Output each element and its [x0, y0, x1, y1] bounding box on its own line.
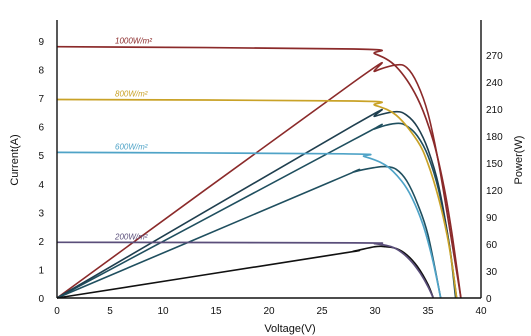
y-right-tick-label: 210 — [486, 105, 503, 116]
y-left-tick-label: 0 — [38, 294, 44, 305]
power-curve — [56, 61, 462, 299]
y-right-tick-label: 270 — [486, 51, 503, 62]
x-tick-label: 30 — [369, 306, 381, 317]
y-axis-right-title: Power(W) — [513, 136, 525, 185]
current-curve — [56, 241, 435, 299]
x-tick-label: 20 — [263, 306, 275, 317]
power-curve — [56, 108, 458, 299]
y-left-tick-label: 3 — [38, 208, 44, 219]
y-left-tick-label: 2 — [38, 237, 44, 248]
y-right-tick-label: 0 — [486, 294, 492, 305]
y-right-tick-label: 120 — [486, 186, 503, 197]
y-right-tick-label: 90 — [486, 213, 498, 224]
x-tick-label: 25 — [316, 306, 328, 317]
y-left-tick-label: 1 — [38, 265, 44, 276]
y-axis-left-title: Current(A) — [9, 134, 21, 185]
irradiance-label: 600W/m² — [115, 142, 148, 151]
power-curve — [56, 245, 435, 299]
labels-layer: 1000W/m² 800W/m² 600W/m² 200W/m² — [114, 37, 152, 242]
y-right-tick-label: 150 — [486, 159, 503, 170]
y-left-tick-label: 5 — [38, 151, 44, 162]
x-tick-label: 0 — [54, 306, 60, 317]
ticks-layer: 0 5 10 15 20 25 30 35 40012345678903060901201501… — [38, 37, 503, 317]
y-right-tick-label: 30 — [486, 267, 498, 278]
x-tick-label: 5 — [107, 306, 113, 317]
y-left-tick-label: 8 — [38, 66, 44, 77]
irradiance-label: 1000W/m² — [115, 37, 152, 46]
current-curve — [56, 98, 458, 299]
y-left-tick-label: 7 — [38, 94, 44, 105]
current-curve — [56, 45, 462, 299]
x-tick-label: 15 — [210, 306, 222, 317]
x-tick-label: 10 — [157, 306, 169, 317]
y-right-tick-label: 180 — [486, 132, 503, 143]
irradiance-label: 800W/m² — [115, 90, 148, 99]
y-left-tick-label: 9 — [38, 37, 44, 48]
current-curve — [56, 151, 442, 299]
power-curve — [56, 165, 442, 299]
y-left-tick-label: 4 — [38, 180, 44, 191]
x-tick-label: 35 — [422, 306, 434, 317]
y-right-tick-label: 240 — [486, 78, 503, 89]
x-axis-title: Voltage(V) — [264, 323, 315, 335]
x-tick-label: 40 — [475, 306, 487, 317]
curves-layer — [56, 45, 462, 299]
y-left-tick-label: 6 — [38, 123, 44, 134]
irradiance-label: 200W/m² — [114, 232, 148, 241]
y-right-tick-label: 60 — [486, 240, 498, 251]
